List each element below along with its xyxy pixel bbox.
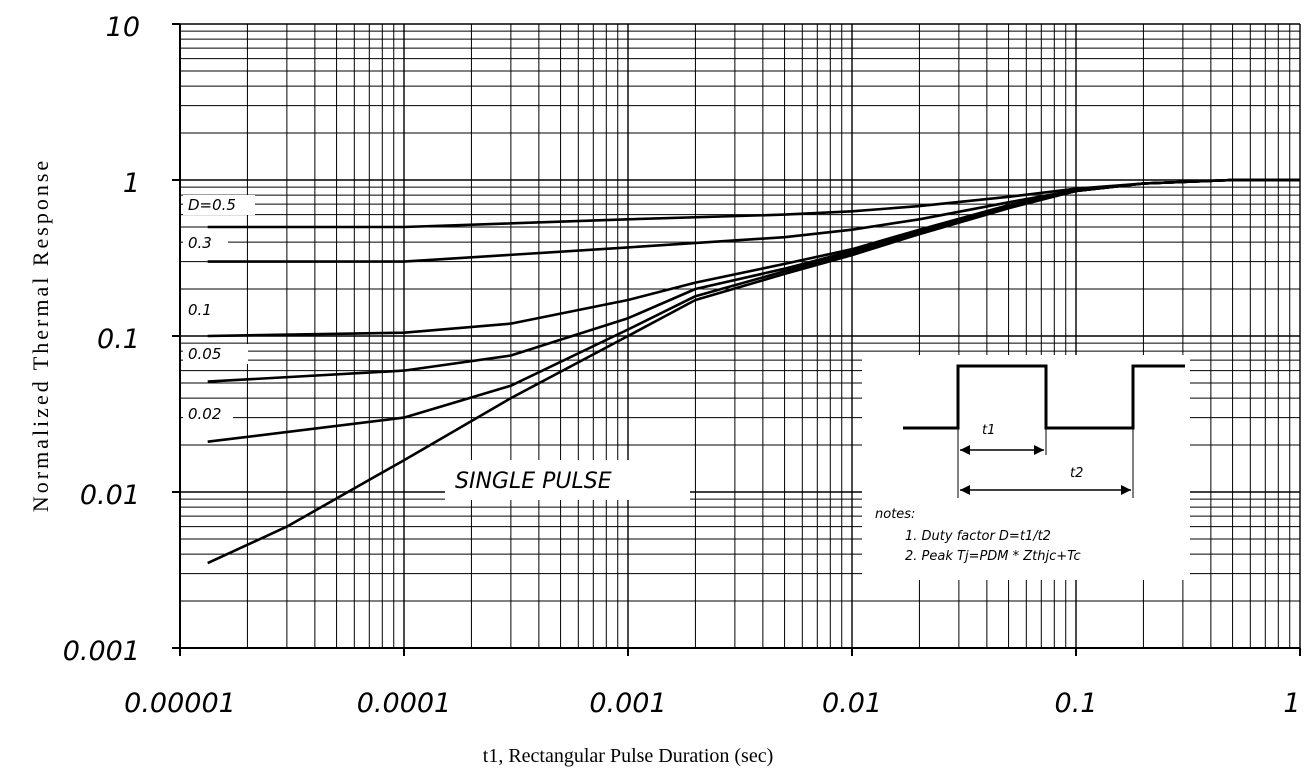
series-label-0.02: 0.02 <box>188 405 221 423</box>
x-tick-label: 0.01 <box>822 688 882 719</box>
series-label-0.5: D=0.5 <box>188 196 236 214</box>
single-pulse-annotation: SINGLE PULSE <box>445 460 690 500</box>
t2-label: t2 <box>1070 466 1083 481</box>
pulse-waveform <box>903 364 1185 430</box>
single-pulse-label: SINGLE PULSE <box>455 469 612 494</box>
tick-labels: 0.00001 0.0001 0.001 0.01 0.1 1 0.001 0.… <box>63 12 1301 719</box>
series-line-1 <box>207 178 1300 263</box>
x-tick-label: 0.001 <box>589 688 666 719</box>
y-tick-label: 1 <box>123 168 140 199</box>
series-labels: D=0.5 0.3 0.1 0.05 0.02 <box>183 195 255 424</box>
note-2: 2. Peak Tj=PDM * Zthjc+Tc <box>905 549 1081 564</box>
x-tick-label: 0.1 <box>1055 688 1098 719</box>
x-tick-label: 0.00001 <box>124 688 236 719</box>
series-label-0.05: 0.05 <box>188 345 221 363</box>
series-label-0.3: 0.3 <box>188 234 212 252</box>
pulse-diagram-inset: t1 t2 notes: 1. Duty factor D=t1/t2 2. P… <box>862 355 1190 580</box>
series-lines <box>207 178 1300 565</box>
y-tick-label: 10 <box>106 12 140 43</box>
series-line-5 <box>207 178 1300 565</box>
y-tick-label: 0.01 <box>80 480 140 511</box>
y-tick-label: 0.001 <box>63 636 140 667</box>
x-axis-title: t1, Rectangular Pulse Duration (sec) <box>483 745 773 767</box>
t1-label: t1 <box>982 423 995 438</box>
y-axis-title: Normalized Thermal Response <box>28 158 53 512</box>
note-1: 1. Duty factor D=t1/t2 <box>905 529 1051 544</box>
series-label-0.1: 0.1 <box>188 301 212 319</box>
x-tick-label: 0.0001 <box>357 688 451 719</box>
notes-title: notes: <box>875 507 915 522</box>
x-tick-label: 1 <box>1283 688 1300 719</box>
y-tick-label: 0.1 <box>97 324 140 355</box>
series-line-2 <box>207 178 1300 338</box>
